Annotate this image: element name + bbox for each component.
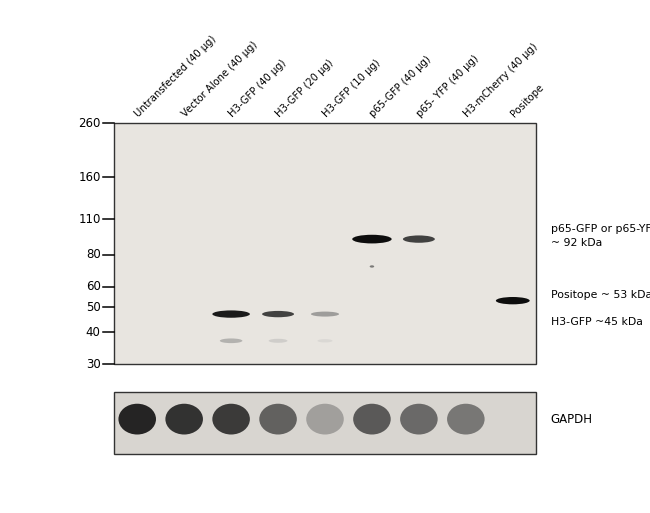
- Ellipse shape: [165, 404, 203, 435]
- Text: GAPDH: GAPDH: [551, 412, 593, 426]
- Ellipse shape: [213, 404, 250, 435]
- Ellipse shape: [262, 311, 294, 317]
- Text: 60: 60: [86, 280, 101, 293]
- Ellipse shape: [268, 339, 287, 343]
- Ellipse shape: [403, 235, 435, 243]
- Text: Untransfected (40 µg): Untransfected (40 µg): [133, 34, 218, 119]
- Text: 40: 40: [86, 326, 101, 339]
- Text: p65-GFP (40 µg): p65-GFP (40 µg): [368, 54, 433, 119]
- Text: 30: 30: [86, 358, 101, 371]
- Ellipse shape: [317, 339, 333, 343]
- Ellipse shape: [213, 310, 250, 318]
- Text: H3-GFP (10 µg): H3-GFP (10 µg): [321, 58, 382, 119]
- Text: H3-mCherry (40 µg): H3-mCherry (40 µg): [462, 42, 540, 119]
- Text: 80: 80: [86, 248, 101, 261]
- Text: Positope ~ 53 kDa: Positope ~ 53 kDa: [551, 289, 650, 300]
- Ellipse shape: [370, 265, 374, 268]
- Ellipse shape: [118, 404, 156, 435]
- Text: Vector Alone (40 µg): Vector Alone (40 µg): [180, 40, 260, 119]
- Ellipse shape: [311, 311, 339, 317]
- Text: H3-GFP (20 µg): H3-GFP (20 µg): [274, 58, 335, 119]
- Text: 50: 50: [86, 301, 101, 313]
- FancyBboxPatch shape: [114, 392, 536, 454]
- Text: p65-GFP or p65-YFP
~ 92 kDa: p65-GFP or p65-YFP ~ 92 kDa: [551, 224, 650, 247]
- Text: H3-GFP (40 µg): H3-GFP (40 µg): [227, 58, 289, 119]
- Ellipse shape: [447, 404, 485, 435]
- Text: Positope: Positope: [509, 82, 546, 119]
- Text: 260: 260: [79, 116, 101, 130]
- Ellipse shape: [306, 404, 344, 435]
- Ellipse shape: [400, 404, 437, 435]
- Text: 160: 160: [79, 171, 101, 184]
- Ellipse shape: [220, 339, 242, 343]
- Ellipse shape: [496, 297, 530, 304]
- Ellipse shape: [259, 404, 297, 435]
- Text: 110: 110: [79, 213, 101, 226]
- Ellipse shape: [353, 404, 391, 435]
- Ellipse shape: [352, 235, 392, 244]
- Text: p65- YFP (40 µg): p65- YFP (40 µg): [415, 53, 480, 119]
- FancyBboxPatch shape: [114, 123, 536, 364]
- Text: H3-GFP ~45 kDa: H3-GFP ~45 kDa: [551, 317, 642, 326]
